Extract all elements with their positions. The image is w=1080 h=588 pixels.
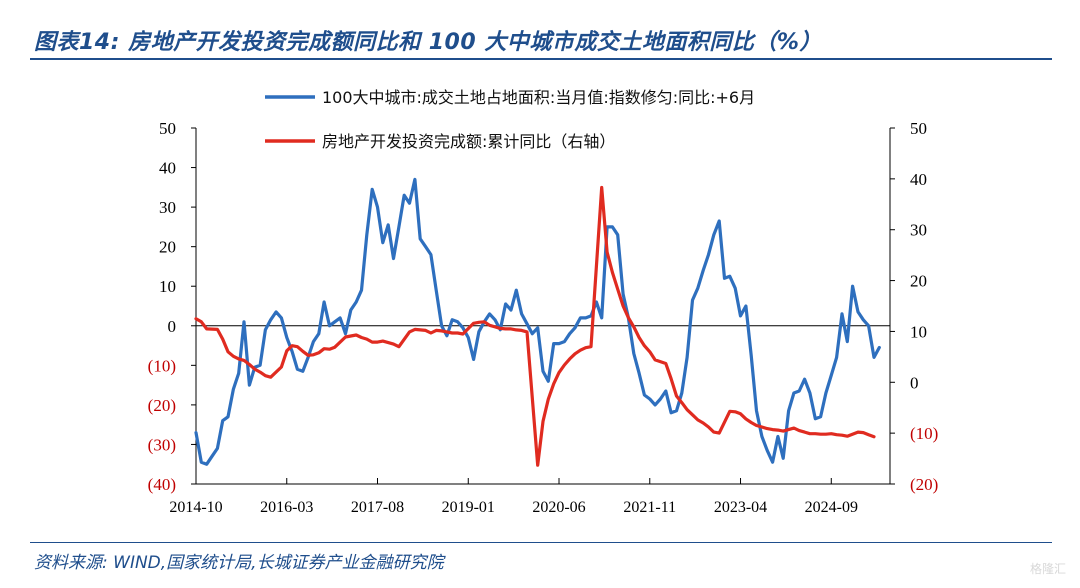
right-tick-label: (20) bbox=[910, 475, 938, 494]
legend-label-2: 房地产开发投资完成额:累计同比（右轴） bbox=[322, 132, 615, 151]
right-tick-label: 20 bbox=[910, 272, 927, 291]
series-line-1 bbox=[194, 177, 881, 466]
left-tick-label: (20) bbox=[148, 396, 176, 415]
x-tick-label: 2014-10 bbox=[169, 499, 222, 516]
watermark: 格隆汇 bbox=[1029, 562, 1066, 576]
x-tick-label: 2016-03 bbox=[260, 499, 313, 516]
left-tick-label: 40 bbox=[159, 159, 176, 178]
title-rule bbox=[30, 58, 1052, 60]
left-tick-label: 30 bbox=[159, 198, 176, 217]
right-tick-label: (10) bbox=[910, 424, 938, 443]
legend-label-1: 100大中城市:成交土地占地面积:当月值:指数修匀:同比:+6月 bbox=[322, 88, 755, 107]
x-tick-label: 2021-11 bbox=[623, 499, 676, 516]
x-tick-label: 2024-09 bbox=[805, 499, 858, 516]
left-tick-label: 20 bbox=[159, 238, 176, 257]
left-tick-label: 0 bbox=[168, 317, 177, 336]
left-tick-label: 10 bbox=[159, 277, 176, 296]
right-tick-label: 30 bbox=[910, 221, 927, 240]
chart-series bbox=[194, 177, 881, 467]
x-tick-label: 2023-04 bbox=[714, 499, 767, 516]
right-tick-label: 50 bbox=[910, 119, 927, 138]
source-rule bbox=[30, 542, 1052, 543]
x-tick-label: 2019-01 bbox=[442, 499, 495, 516]
left-tick-label: (40) bbox=[148, 475, 176, 494]
figure-title: 图表14: 房地产开发投资完成额同比和 100 大中城市成交土地面积同比（%） bbox=[34, 30, 822, 55]
x-tick-label: 2017-08 bbox=[351, 499, 404, 516]
chart-legend: 100大中城市:成交土地占地面积:当月值:指数修匀:同比:+6月房地产开发投资完… bbox=[265, 88, 755, 151]
series-line-2 bbox=[194, 185, 876, 467]
chart-axes: 50 40 30 20 10 0 (10) (20) (30) (40) 50 40 30 20 10 0 (1… bbox=[148, 119, 939, 516]
left-tick-label: (30) bbox=[148, 435, 176, 454]
source-note: 资料来源: WIND,国家统计局,长城证券产业金融研究院 bbox=[34, 553, 444, 573]
x-tick-label: 2020-06 bbox=[532, 499, 585, 516]
left-tick-label: (10) bbox=[148, 356, 176, 375]
left-tick-label: 50 bbox=[159, 119, 176, 138]
right-tick-label: 10 bbox=[910, 322, 927, 341]
right-tick-label: 0 bbox=[910, 373, 919, 392]
right-tick-label: 40 bbox=[910, 170, 927, 189]
